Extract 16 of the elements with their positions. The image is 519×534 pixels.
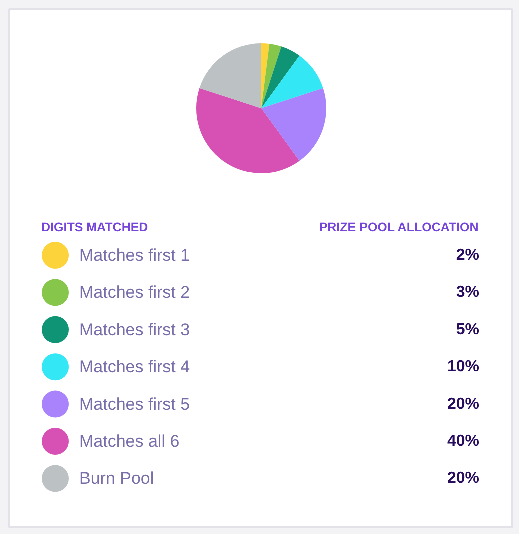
data-label: 10% (447, 358, 480, 376)
data-label: 2% (456, 247, 480, 264)
data-label: 20% (447, 470, 480, 488)
legend-label: Burn Pool (80, 469, 154, 488)
data-label: 5% (456, 321, 480, 338)
legend-label: Matches first 3 (80, 320, 190, 340)
text: PRIZE POOL ALLOCATION (319, 220, 479, 234)
legend-label: Matches first 4 (80, 358, 190, 377)
legend-label: Matches first 5 (80, 394, 190, 414)
data-label: 20% (447, 396, 480, 413)
data-label: 40% (447, 433, 480, 450)
legend-title: DIGITS MATCHED (42, 220, 148, 234)
data-label: 3% (456, 284, 480, 302)
legend-label: Matches all 6 (80, 432, 180, 451)
legend-label: Matches first 1 (80, 246, 190, 265)
legend-label: Matches first 2 (80, 283, 190, 302)
